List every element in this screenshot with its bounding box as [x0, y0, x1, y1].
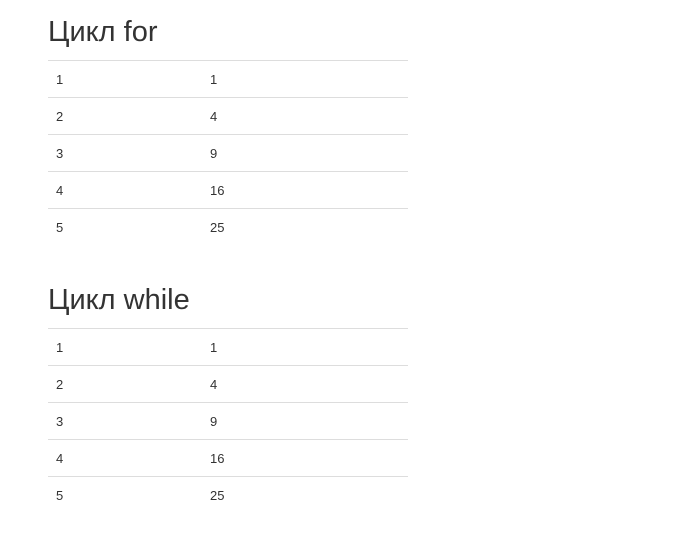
table-row: 2 4	[48, 97, 408, 135]
for-loop-title: Цикл for	[48, 16, 158, 48]
square-cell: 4	[202, 365, 408, 403]
for-loop-section: Цикл for 1 1 2 4 3 9 4 16	[48, 0, 408, 246]
square-cell: 9	[202, 134, 408, 172]
table-row: 3 9	[48, 134, 408, 172]
square-cell: 16	[202, 171, 408, 209]
for-loop-table: 1 1 2 4 3 9 4 16 5 25	[48, 60, 408, 246]
table-row: 3 9	[48, 402, 408, 440]
table-row: 2 4	[48, 365, 408, 403]
number-cell: 1	[48, 328, 202, 366]
number-cell: 2	[48, 97, 202, 135]
number-cell: 1	[48, 60, 202, 98]
square-cell: 25	[202, 208, 408, 246]
number-cell: 4	[48, 439, 202, 477]
square-cell: 1	[202, 60, 408, 98]
number-cell: 4	[48, 171, 202, 209]
table-row: 1 1	[48, 328, 408, 366]
table-row: 5 25	[48, 208, 408, 246]
number-cell: 5	[48, 208, 202, 246]
table-row: 4 16	[48, 439, 408, 477]
while-loop-title: Цикл while	[48, 284, 190, 316]
table-row: 4 16	[48, 171, 408, 209]
while-loop-table: 1 1 2 4 3 9 4 16 5 25	[48, 328, 408, 514]
table-row: 1 1	[48, 60, 408, 98]
table-row: 5 25	[48, 476, 408, 514]
square-cell: 25	[202, 476, 408, 514]
square-cell: 4	[202, 97, 408, 135]
number-cell: 2	[48, 365, 202, 403]
number-cell: 3	[48, 134, 202, 172]
number-cell: 3	[48, 402, 202, 440]
number-cell: 5	[48, 476, 202, 514]
square-cell: 1	[202, 328, 408, 366]
while-loop-section: Цикл while 1 1 2 4 3 9 4 16	[48, 268, 408, 514]
square-cell: 9	[202, 402, 408, 440]
square-cell: 16	[202, 439, 408, 477]
